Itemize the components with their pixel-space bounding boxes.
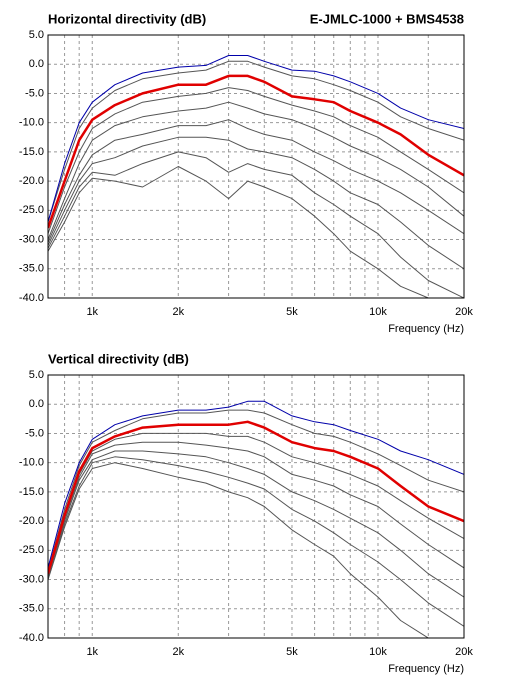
series-line	[48, 136, 464, 270]
y-tick-label: -30.0	[19, 573, 44, 585]
y-tick-label: -40.0	[19, 292, 44, 304]
chart: Horizontal directivity (dB) E-JMLC-1000 +…	[19, 11, 473, 334]
y-tick-label: -25.0	[19, 204, 44, 216]
x-axis-label: Frequency (Hz)	[388, 663, 464, 675]
y-tick-label: -10.0	[19, 457, 44, 469]
x-tick-label: 2k	[172, 646, 184, 658]
chart-title: Vertical directivity (dB)	[48, 351, 189, 366]
y-tick-label: 0.0	[29, 58, 44, 70]
series-line	[48, 441, 464, 577]
y-tick-label: -20.0	[19, 515, 44, 527]
series-line	[48, 87, 464, 234]
series-line	[48, 420, 464, 575]
x-tick-label: 1k	[86, 306, 98, 318]
chart: Vertical directivity (dB) Frequency (Hz) 5…	[19, 351, 473, 674]
series-line	[48, 450, 464, 598]
y-tick-label: 5.0	[29, 369, 44, 381]
annotation: E-JMLC-1000 + BMS4538	[310, 11, 464, 26]
lines	[48, 400, 464, 638]
series-line	[48, 60, 464, 223]
series-line	[48, 400, 464, 569]
series-line	[48, 151, 464, 298]
y-tick-label: -40.0	[19, 632, 44, 644]
x-tick-label: 5k	[286, 646, 298, 658]
series-line	[48, 432, 464, 574]
series-line	[48, 409, 464, 571]
y-tick-label: 0.0	[29, 398, 44, 410]
plot-frame	[47, 374, 465, 639]
x-tick-label: 10k	[369, 306, 387, 318]
series-line	[48, 74, 464, 229]
x-tick-label: 10k	[369, 646, 387, 658]
x-tick-label: 20k	[455, 306, 473, 318]
y-tick-label: 5.0	[29, 29, 44, 41]
x-tick-label: 5k	[286, 306, 298, 318]
series-line	[48, 166, 464, 298]
y-tick-label: -30.0	[19, 233, 44, 245]
y-tick-label: -25.0	[19, 544, 44, 556]
y-tick-label: -5.0	[25, 87, 44, 99]
y-tick-label: -35.0	[19, 263, 44, 275]
y-tick-label: -5.0	[25, 427, 44, 439]
y-tick-label: -10.0	[19, 117, 44, 129]
series-line	[48, 101, 464, 240]
y-tick-label: -15.0	[19, 146, 44, 158]
x-tick-label: 20k	[455, 646, 473, 658]
series-line	[48, 456, 464, 627]
x-tick-label: 1k	[86, 646, 98, 658]
y-tick-label: -35.0	[19, 603, 44, 615]
plot-frame	[47, 34, 465, 299]
x-tick-label: 2k	[172, 306, 184, 318]
series-line	[48, 462, 464, 638]
series-line	[48, 55, 464, 223]
y-tick-label: -20.0	[19, 175, 44, 187]
series-line	[48, 119, 464, 243]
y-tick-label: -15.0	[19, 486, 44, 498]
chart-title: Horizontal directivity (dB)	[48, 11, 206, 26]
lines	[48, 55, 464, 298]
x-axis-label: Frequency (Hz)	[388, 323, 464, 335]
